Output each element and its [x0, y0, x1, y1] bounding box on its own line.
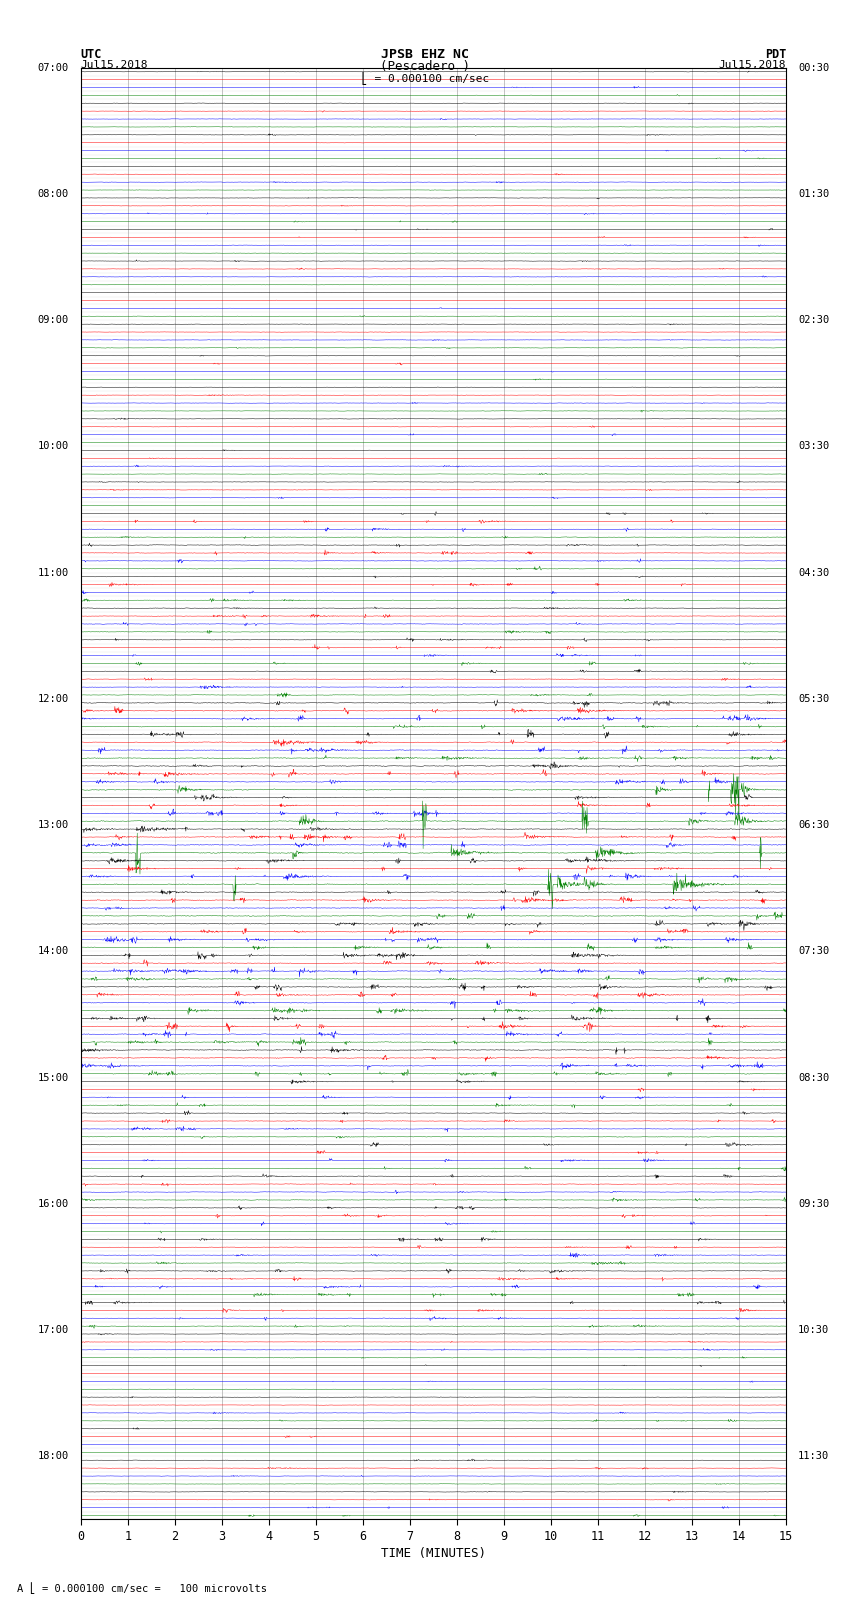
Text: 02:30: 02:30 [798, 315, 830, 326]
Text: 16:00: 16:00 [37, 1198, 69, 1208]
Text: Jul15,2018: Jul15,2018 [81, 60, 148, 69]
Text: 01:30: 01:30 [798, 189, 830, 198]
Text: (Pescadero ): (Pescadero ) [380, 60, 470, 73]
Text: JPSB EHZ NC: JPSB EHZ NC [381, 47, 469, 61]
Text: UTC: UTC [81, 47, 102, 61]
Text: 13:00: 13:00 [37, 819, 69, 831]
Text: 14:00: 14:00 [37, 947, 69, 957]
Text: 18:00: 18:00 [37, 1452, 69, 1461]
Text: 12:00: 12:00 [37, 694, 69, 703]
Text: PDT: PDT [765, 47, 786, 61]
Text: ⎣ = 0.000100 cm/sec: ⎣ = 0.000100 cm/sec [361, 71, 489, 85]
Text: 09:00: 09:00 [37, 315, 69, 326]
Text: 11:30: 11:30 [798, 1452, 830, 1461]
Text: 10:00: 10:00 [37, 442, 69, 452]
Text: 06:30: 06:30 [798, 819, 830, 831]
Text: 07:30: 07:30 [798, 947, 830, 957]
Text: 15:00: 15:00 [37, 1073, 69, 1082]
Text: 17:00: 17:00 [37, 1326, 69, 1336]
Text: 05:30: 05:30 [798, 694, 830, 703]
Text: 03:30: 03:30 [798, 442, 830, 452]
Text: 07:00: 07:00 [37, 63, 69, 73]
Text: 11:00: 11:00 [37, 568, 69, 577]
Text: Jul15,2018: Jul15,2018 [719, 60, 786, 69]
Text: 09:30: 09:30 [798, 1198, 830, 1208]
Text: 04:30: 04:30 [798, 568, 830, 577]
X-axis label: TIME (MINUTES): TIME (MINUTES) [381, 1547, 486, 1560]
Text: A ⎣ = 0.000100 cm/sec =   100 microvolts: A ⎣ = 0.000100 cm/sec = 100 microvolts [17, 1582, 267, 1594]
Text: 10:30: 10:30 [798, 1326, 830, 1336]
Text: 08:00: 08:00 [37, 189, 69, 198]
Text: 08:30: 08:30 [798, 1073, 830, 1082]
Text: 00:30: 00:30 [798, 63, 830, 73]
